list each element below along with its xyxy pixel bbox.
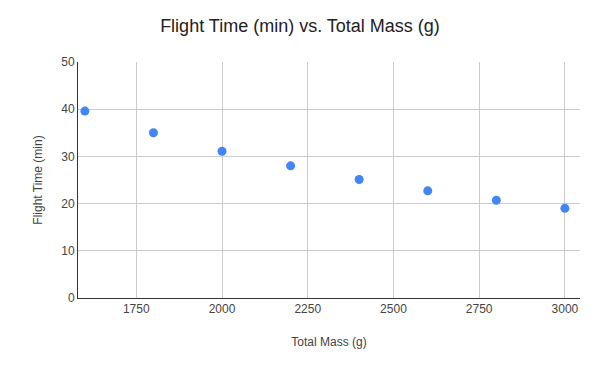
svg-text:2000: 2000 [209,302,236,316]
svg-text:2500: 2500 [380,302,407,316]
svg-text:1750: 1750 [123,302,150,316]
svg-text:0: 0 [68,291,75,305]
svg-text:30: 30 [61,150,75,164]
svg-text:3000: 3000 [552,302,579,316]
svg-text:2250: 2250 [294,302,321,316]
svg-text:10: 10 [61,244,75,258]
svg-text:Flight Time (min) vs. Total Ma: Flight Time (min) vs. Total Mass (g) [160,16,440,36]
svg-text:Total Mass (g): Total Mass (g) [291,335,366,349]
svg-text:Flight Time (min): Flight Time (min) [31,135,45,224]
svg-text:40: 40 [61,102,75,116]
svg-text:2750: 2750 [466,302,493,316]
svg-text:20: 20 [61,197,75,211]
svg-text:50: 50 [61,55,75,69]
